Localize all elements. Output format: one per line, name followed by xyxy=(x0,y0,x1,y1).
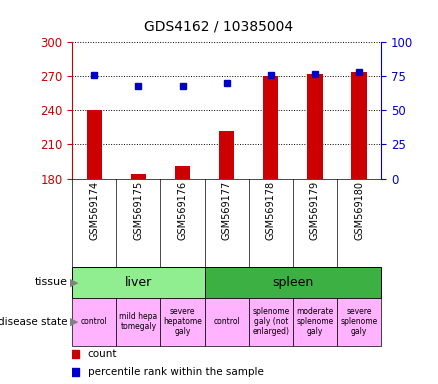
Text: mild hepa
tomegaly: mild hepa tomegaly xyxy=(119,312,158,331)
Text: GDS4162 / 10385004: GDS4162 / 10385004 xyxy=(145,19,293,33)
Bar xyxy=(307,74,323,179)
Bar xyxy=(249,298,293,346)
Bar xyxy=(72,267,205,298)
Text: percentile rank within the sample: percentile rank within the sample xyxy=(88,366,264,377)
Text: control: control xyxy=(81,317,108,326)
Text: GSM569175: GSM569175 xyxy=(134,181,143,240)
Text: count: count xyxy=(88,349,117,359)
Text: liver: liver xyxy=(125,276,152,289)
Text: splenome
galy (not
enlarged): splenome galy (not enlarged) xyxy=(252,307,290,336)
Bar xyxy=(337,298,381,346)
Text: spleen: spleen xyxy=(272,276,314,289)
Text: control: control xyxy=(213,317,240,326)
Bar xyxy=(87,111,102,179)
Text: GSM569179: GSM569179 xyxy=(310,181,320,240)
Text: GSM569177: GSM569177 xyxy=(222,181,232,240)
Text: GSM569178: GSM569178 xyxy=(266,181,276,240)
Bar xyxy=(205,267,381,298)
Text: tissue: tissue xyxy=(35,277,68,287)
Text: disease state: disease state xyxy=(0,316,68,327)
Text: GSM569174: GSM569174 xyxy=(89,181,99,240)
Text: ▶: ▶ xyxy=(70,277,78,287)
Bar xyxy=(263,76,279,179)
Bar xyxy=(219,131,234,179)
Bar xyxy=(72,298,117,346)
Text: GSM569180: GSM569180 xyxy=(354,181,364,240)
Bar xyxy=(293,298,337,346)
Bar xyxy=(131,174,146,179)
Bar xyxy=(351,72,367,179)
Bar xyxy=(205,298,249,346)
Text: ▶: ▶ xyxy=(70,316,78,327)
Text: severe
hepatome
galy: severe hepatome galy xyxy=(163,307,202,336)
Text: severe
splenome
galy: severe splenome galy xyxy=(340,307,378,336)
Text: GSM569176: GSM569176 xyxy=(177,181,187,240)
Bar xyxy=(175,166,190,179)
Bar xyxy=(117,298,160,346)
Bar xyxy=(160,298,205,346)
Text: moderate
splenome
galy: moderate splenome galy xyxy=(296,307,333,336)
